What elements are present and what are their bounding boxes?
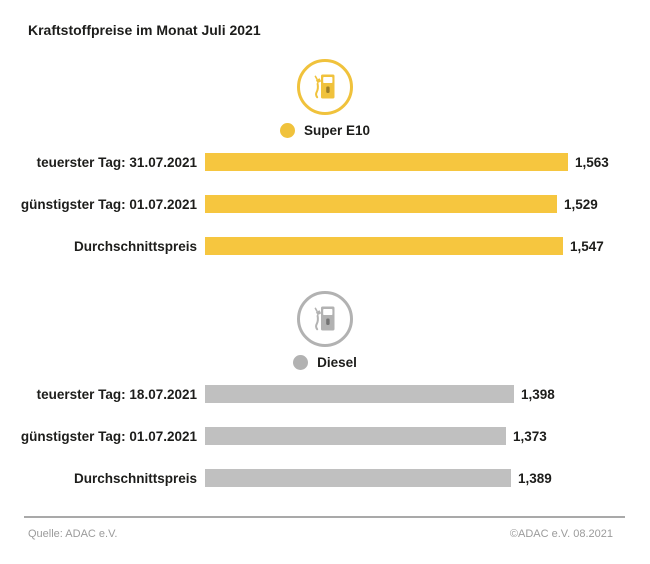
bar-super-teuerster-tag bbox=[205, 153, 568, 171]
row-value: 1,398 bbox=[521, 386, 555, 402]
legend-dot-diesel bbox=[293, 354, 309, 370]
row-label: Durchschnittspreis bbox=[73, 470, 197, 486]
legend-super-e10: Super E10 bbox=[0, 122, 650, 138]
bar-super-guenstigster-tag bbox=[205, 195, 557, 213]
section-super-e10: Super E10 teuerster Tag: 31.07.2021 1,56… bbox=[0, 59, 650, 255]
legend-label-super: Super E10 bbox=[303, 122, 371, 138]
bar-super-durchschnittspreis bbox=[205, 237, 563, 255]
row-label: günstigster Tag: 01.07.2021 bbox=[20, 428, 197, 444]
bar-diesel-guenstigster-tag bbox=[205, 427, 506, 445]
bar-row: teuerster Tag: 31.07.2021 1,563 bbox=[0, 153, 650, 171]
row-label: teuerster Tag: 31.07.2021 bbox=[36, 154, 197, 170]
bar-diesel-durchschnittspreis bbox=[205, 469, 511, 487]
row-value: 1,389 bbox=[518, 470, 552, 486]
fuel-pump-icon bbox=[314, 74, 335, 99]
bar-group-super: teuerster Tag: 31.07.2021 1,563 günstigs… bbox=[0, 153, 650, 255]
page-title: Kraftstoffpreise im Monat Juli 2021 bbox=[28, 22, 261, 38]
bar-row: Durchschnittspreis 1,547 bbox=[0, 237, 650, 255]
fuel-pump-badge-diesel bbox=[297, 291, 353, 347]
bar-row: Durchschnittspreis 1,389 bbox=[0, 469, 650, 487]
fuel-pump-icon bbox=[314, 306, 335, 331]
footer: Quelle: ADAC e.V. ©ADAC e.V. 08.2021 bbox=[24, 516, 625, 540]
section-diesel: Diesel teuerster Tag: 18.07.2021 1,398 g… bbox=[0, 291, 650, 487]
row-value: 1,563 bbox=[575, 154, 609, 170]
fuel-pump-badge-super bbox=[297, 59, 353, 115]
legend-diesel: Diesel bbox=[0, 354, 650, 370]
row-label: günstigster Tag: 01.07.2021 bbox=[20, 196, 197, 212]
legend-label-diesel: Diesel bbox=[317, 354, 357, 370]
row-value: 1,529 bbox=[564, 196, 598, 212]
bar-group-diesel: teuerster Tag: 18.07.2021 1,398 günstigs… bbox=[0, 385, 650, 487]
legend-dot-super bbox=[279, 122, 295, 138]
row-value: 1,547 bbox=[570, 238, 604, 254]
row-label: Durchschnittspreis bbox=[73, 238, 197, 254]
bar-diesel-teuerster-tag bbox=[205, 385, 514, 403]
source-text: Quelle: ADAC e.V. bbox=[28, 528, 118, 540]
bar-row: günstigster Tag: 01.07.2021 1,373 bbox=[0, 427, 650, 445]
bar-row: günstigster Tag: 01.07.2021 1,529 bbox=[0, 195, 650, 213]
bar-row: teuerster Tag: 18.07.2021 1,398 bbox=[0, 385, 650, 403]
copyright-text: ©ADAC e.V. 08.2021 bbox=[509, 528, 613, 540]
row-value: 1,373 bbox=[513, 428, 547, 444]
row-label: teuerster Tag: 18.07.2021 bbox=[36, 386, 197, 402]
